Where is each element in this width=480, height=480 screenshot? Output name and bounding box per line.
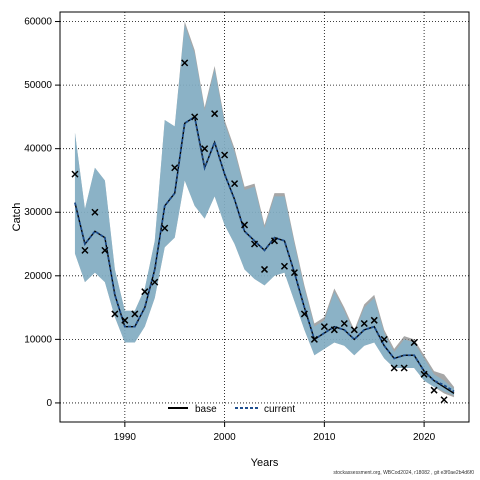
- observed-point-marker: [300, 310, 308, 318]
- y-tick-label: 50000: [24, 80, 52, 91]
- observed-point-marker: [131, 310, 139, 318]
- observed-point-marker: [330, 326, 338, 334]
- y-axis-label: Catch: [11, 203, 23, 232]
- x-axis-label: Years: [251, 457, 279, 469]
- legend: base current: [168, 404, 295, 415]
- observed-point-marker: [151, 278, 159, 286]
- observed-point-marker: [81, 246, 89, 254]
- observed-point-marker: [270, 237, 279, 245]
- observed-point-marker: [350, 326, 358, 334]
- y-tick-label: 30000: [24, 207, 52, 218]
- x-tick-label: 2000: [213, 432, 236, 443]
- observed-point-marker: [290, 269, 298, 277]
- observed-point-marker: [280, 262, 288, 270]
- observed-points: [71, 59, 448, 404]
- observed-point-marker: [400, 364, 408, 372]
- observed-point-marker: [360, 319, 368, 328]
- y-tick-label: 40000: [24, 144, 52, 155]
- uncertainty-bands: [74, 21, 455, 398]
- y-tick-label: 60000: [24, 17, 52, 28]
- observed-point-marker: [320, 323, 328, 331]
- observed-point-marker: [380, 335, 388, 343]
- observed-point-marker: [141, 288, 149, 296]
- observed-point-marker: [221, 151, 229, 159]
- observed-point-marker: [211, 110, 219, 118]
- x-tick-label: 2020: [413, 432, 436, 443]
- observed-point-marker: [370, 316, 378, 324]
- observed-point-marker: [250, 240, 259, 248]
- observed-point-marker: [171, 164, 179, 172]
- series-lines: [74, 115, 455, 394]
- observed-point-marker: [260, 265, 269, 273]
- observed-point-marker: [161, 224, 169, 232]
- observed-point-marker: [410, 339, 418, 347]
- x-tick-label: 1990: [114, 432, 137, 443]
- observed-point-marker: [340, 319, 348, 328]
- legend-base-label: base: [195, 404, 217, 415]
- x-axis-ticks: 1990 2000 2010 2020: [114, 422, 436, 443]
- observed-point-marker: [420, 370, 428, 378]
- observed-point-marker: [390, 364, 398, 372]
- observed-point-marker: [181, 59, 189, 67]
- x-tick-label: 2010: [313, 432, 336, 443]
- observed-point-marker: [440, 396, 448, 404]
- y-tick-label: 10000: [24, 334, 52, 345]
- observed-point-marker: [241, 221, 249, 229]
- y-tick-label: 0: [46, 398, 52, 409]
- observed-point-marker: [231, 180, 239, 188]
- plot-frame: [59, 11, 470, 423]
- observed-point-marker: [430, 386, 438, 394]
- observed-point-marker: [201, 145, 209, 153]
- observed-point-marker: [111, 310, 119, 318]
- y-axis-ticks: 0 10000 20000 30000 40000 50000 60000: [24, 17, 60, 409]
- observed-point-marker: [101, 246, 109, 254]
- legend-current-label: current: [264, 404, 295, 415]
- current-series-line: [74, 115, 455, 393]
- observed-point-marker: [121, 316, 129, 324]
- footnote-text: stockassessment.org, WBCod2024, r18082 ,…: [333, 470, 474, 476]
- observed-point-marker: [71, 170, 79, 178]
- observed-point-marker: [91, 208, 99, 216]
- y-tick-label: 20000: [24, 271, 52, 282]
- observed-point-marker: [191, 113, 199, 121]
- observed-point-marker: [310, 335, 318, 343]
